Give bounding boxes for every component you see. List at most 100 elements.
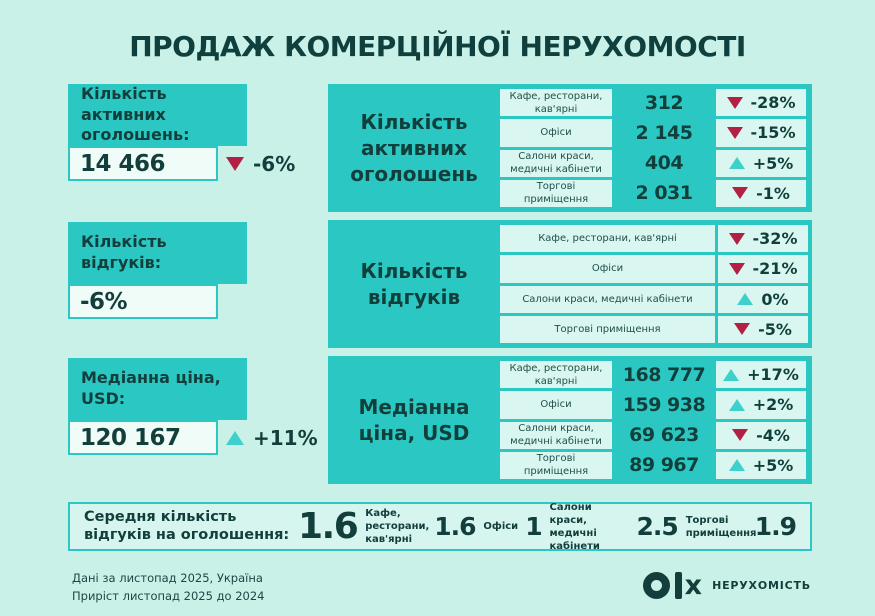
percent-cell: -28% [716,89,806,117]
percent-value: -1% [756,183,790,203]
value-cell: 159 938 [622,393,706,416]
percent-cell: -5% [718,315,808,343]
percent-value: -28% [750,93,796,113]
olx-l-icon [674,572,682,599]
category-cell: Салони краси, медичні кабінети [500,149,612,177]
percent-value: -4% [756,425,790,445]
value-cell: 2 145 [635,121,694,144]
stat-reviews-label: Кількість відгуків: [81,232,167,272]
category-cell: Кафе, ресторани, кав'ярні [500,225,715,253]
summary-item-offices: Офіси 1 [483,512,542,541]
category-cell: Офіси [500,255,715,283]
down-triangle-icon [732,187,749,200]
stat-active-listings-change-value: -6% [253,151,296,176]
category-cell: Торгові приміщення [500,451,612,479]
olx-logo: x нерухомість [642,570,811,601]
percent-value: +5% [752,153,794,173]
value-cell: 312 [644,91,684,114]
percent-cell: +5% [716,451,806,479]
summary-item-salons: Салони краси, медичні кабінети 2.5 [549,501,679,553]
summary-main-value: 1.6 [298,506,359,547]
down-triangle-icon [726,96,743,109]
summary-item-label: Салони краси, медичні кабінети [549,501,600,552]
percent-value: -15% [750,123,796,143]
data-source-note: Дані за листопад 2025, Україна Приріст л… [72,570,264,606]
stat-reviews-value-box: -6% [68,284,218,319]
summary-item-value: 1.6 [434,512,476,541]
table-row: Торгові приміщення 2 031 -1% [500,179,806,207]
value-cell: 2 031 [635,182,694,205]
table-row: Торгові приміщення -5% [500,315,808,343]
olx-x-icon: x [684,570,703,601]
table-median-price-title: Медіанна ціна, USD [358,395,470,445]
table-row: Кафе, ресторани, кав'ярні -32% [500,225,808,253]
category-cell: Кафе, ресторани, кав'ярні [500,361,612,389]
summary-item-label: Торгові приміщення [685,514,757,539]
summary-item-cafes: Кафе, ресторани, кав'ярні 1.6 [365,507,476,546]
summary-item-value: 2.5 [636,512,679,541]
percent-value: +17% [747,365,799,385]
stat-active-listings-label: Кількість активних оголошень: [81,83,190,145]
up-triangle-icon [728,459,745,472]
down-triangle-icon [734,323,751,336]
summary-main-label: Середня кількість відгуків на оголошення… [84,509,290,543]
category-cell: Кафе, ресторани, кав'ярні [500,89,612,117]
stat-reviews-value: -6% [80,288,128,315]
down-triangle-icon [726,126,743,139]
table-reviews: Кількість відгуків Кафе, ресторани, кав'… [328,220,812,348]
percent-cell: +2% [716,391,806,419]
stat-median-price-label: Медіанна ціна, USD: [81,368,221,408]
olx-brand-label: нерухомість [712,579,811,592]
summary-item-value: 1.9 [754,512,797,541]
table-row: Салони краси, медичні кабінети 0% [500,285,808,313]
stat-median-price-value: 120 167 [80,424,181,451]
down-triangle-icon [732,429,749,442]
up-triangle-icon [728,157,745,170]
page-title: ПРОДАЖ КОМЕРЦІЙНОЇ НЕРУХОМОСТІ [129,30,746,63]
stat-active-listings-value-box: 14 466 [68,146,218,181]
category-cell: Торгові приміщення [500,179,612,207]
summary-item-retail: Торгові приміщення 1.9 [685,512,797,541]
stat-active-listings-header: Кількість активних оголошень: [68,84,247,146]
value-cell: 89 967 [629,454,699,477]
table-row: Офіси 159 938 +2% [500,391,806,419]
percent-cell: 0% [718,285,808,313]
category-cell: Торгові приміщення [500,315,715,343]
table-row: Офіси 2 145 -15% [500,119,806,147]
category-cell: Офіси [500,119,612,147]
percent-cell: -1% [716,179,806,207]
percent-value: 0% [761,289,789,309]
percent-cell: -15% [716,119,806,147]
percent-value: -5% [758,319,792,339]
up-triangle-icon [737,293,754,306]
percent-cell: -21% [718,255,808,283]
table-row: Кафе, ресторани, кав'ярні 312 -28% [500,89,806,117]
table-row: Салони краси, медичні кабінети 69 623 -4… [500,421,806,449]
up-triangle-icon [226,430,244,445]
stat-median-price-value-box: 120 167 [68,420,218,455]
stat-active-listings-value: 14 466 [80,150,166,177]
table-active-listings-rows: Кафе, ресторани, кав'ярні 312 -28% Офіси… [500,89,806,207]
stat-active-listings-change: -6% [226,146,295,181]
down-triangle-icon [728,262,745,275]
data-source-line1: Дані за листопад 2025, Україна [72,571,263,585]
percent-value: -32% [752,229,798,249]
table-active-listings-title: Кількість активних оголошень [350,110,478,186]
table-row: Офіси -21% [500,255,808,283]
summary-item-label: Кафе, ресторани, кав'ярні [365,508,430,545]
down-triangle-icon [226,156,244,171]
stat-reviews-header: Кількість відгуків: [68,222,247,284]
table-reviews-rows: Кафе, ресторани, кав'ярні -32% Офіси -21… [500,225,808,343]
stat-median-price-change-value: +11% [253,425,318,450]
up-triangle-icon [728,398,745,411]
percent-value: -21% [752,259,798,279]
category-cell: Салони краси, медичні кабінети [500,285,715,313]
table-row: Салони краси, медичні кабінети 404 +5% [500,149,806,177]
summary-item-label: Офіси [483,521,519,532]
table-row: Кафе, ресторани, кав'ярні 168 777 +17% [500,361,806,389]
value-cell: 168 777 [622,363,706,386]
down-triangle-icon [728,232,745,245]
summary-main: Середня кількість відгуків на оголошення… [84,506,359,547]
percent-cell: +17% [716,361,806,389]
